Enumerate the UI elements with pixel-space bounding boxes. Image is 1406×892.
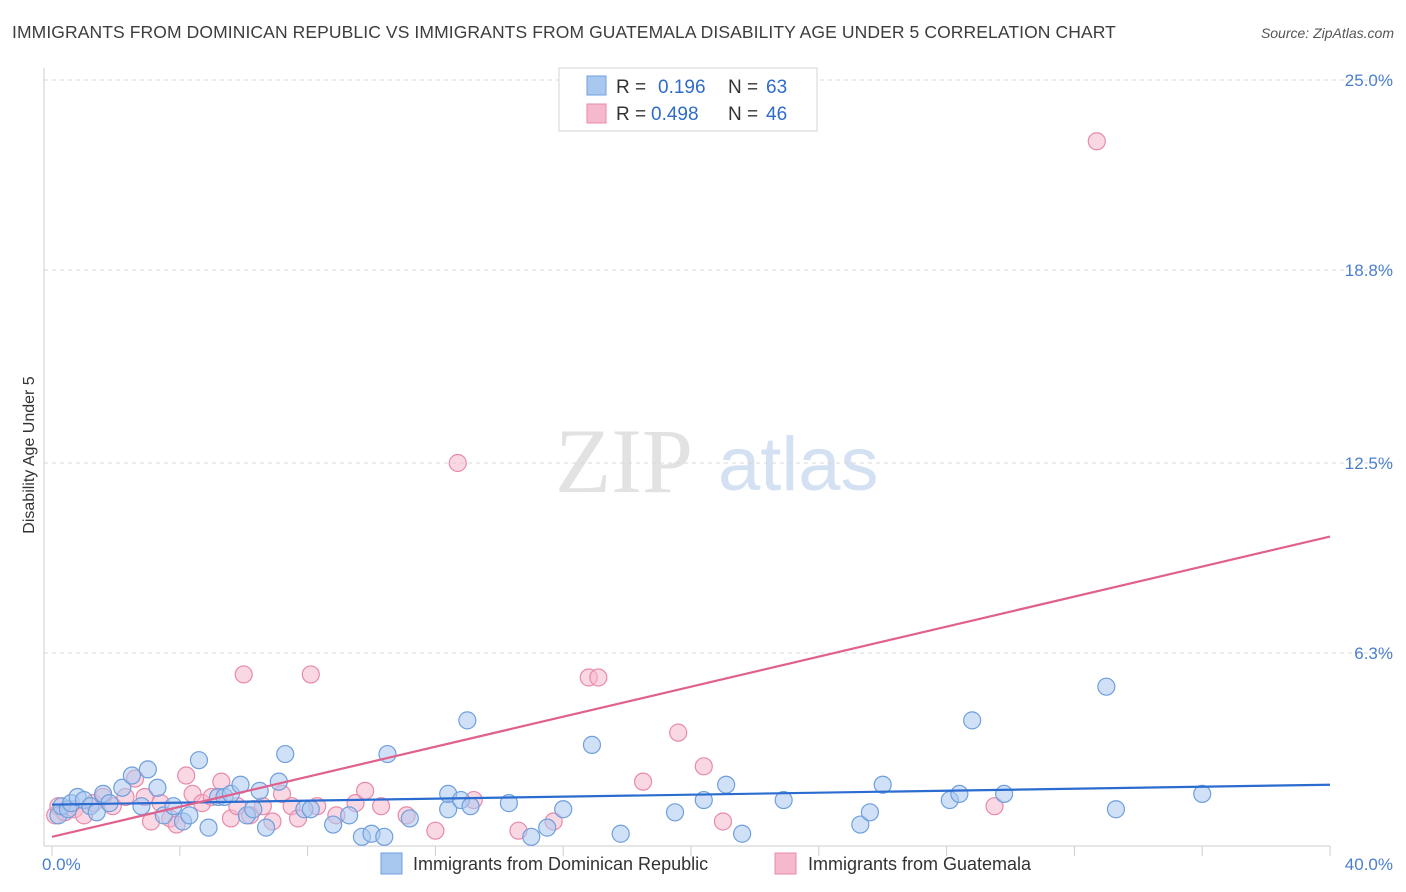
dominican-point (324, 815, 343, 834)
dominican-point (733, 824, 752, 843)
legend-r-value-guatemala: 0.498 (651, 104, 699, 125)
y-tick-labels: 6.3% 12.5% 18.8% 25.0% (1345, 71, 1393, 663)
legend-r-label-dominican: R = (616, 77, 646, 98)
dominican-point (860, 803, 880, 822)
bottom-legend-swatch-guatemala (774, 852, 797, 875)
guatemala-point (1087, 132, 1106, 151)
dominican-point (132, 797, 151, 816)
dominican-point (276, 744, 295, 764)
chart-source: Source: ZipAtlas.com (1260, 25, 1394, 41)
dominican-point (554, 800, 573, 819)
dominican-point (611, 824, 630, 843)
guatemala-point (985, 797, 1004, 816)
guatemala-point (633, 772, 653, 791)
guatemala-point (177, 766, 196, 785)
dominican-point (873, 775, 892, 794)
dominican-point (138, 760, 157, 779)
dominican-point (340, 806, 359, 825)
dominican-point (256, 818, 276, 837)
x-tick-labels: 0.0% 40.0% (42, 855, 1393, 874)
bottom-legend-label-guatemala: Immigrants from Guatemala (808, 854, 1032, 874)
legend-top: R = 0.196 N = 63 R = 0.498 N = 46 (558, 67, 818, 132)
dominican-point (461, 797, 480, 816)
guatemala-point (694, 757, 713, 776)
dominican-point (694, 790, 713, 810)
trend-lines (51, 535, 1331, 838)
legend-r-value-dominican: 0.196 (658, 77, 706, 98)
y-tick-label: 25.0% (1345, 71, 1393, 90)
dominican-point (113, 778, 132, 797)
dominican-point (250, 781, 269, 800)
legend-bottom: Immigrants from Dominican Republic Immig… (380, 852, 1032, 875)
y-axis-label: Disability Age Under 5 (21, 376, 38, 534)
grid (44, 79, 1392, 654)
dominican-point (180, 806, 199, 825)
dominican-point (244, 800, 263, 819)
dominican-point (1097, 677, 1116, 696)
y-tick-label: 18.8% (1345, 261, 1393, 280)
dominican-point (458, 711, 477, 730)
guatemala-point (589, 668, 608, 687)
y-tick-label: 6.3% (1354, 644, 1393, 663)
x-minor-ticks (51, 846, 1331, 856)
legend-n-label-guatemala: N = (728, 104, 758, 125)
guatemala-point (371, 797, 391, 816)
dominican-trend-line (51, 783, 1331, 806)
guatemala-point (426, 821, 445, 840)
x-tick-label: 0.0% (42, 855, 81, 874)
guatemala-point (669, 723, 688, 742)
legend-n-value-dominican: 63 (766, 77, 787, 98)
dominican-point (950, 784, 969, 804)
guatemala-point (301, 665, 320, 684)
bottom-legend-swatch-dominican (380, 852, 403, 875)
chart-title: IMMIGRANTS FROM DOMINICAN REPUBLIC VS IM… (12, 22, 1116, 42)
dominican-point (774, 790, 793, 810)
dominican-point (375, 827, 394, 846)
watermark-atlas: atlas (718, 422, 879, 507)
dominican-point (1106, 800, 1126, 819)
dominican-point (199, 818, 218, 837)
dominican-point (582, 735, 602, 754)
dominican-point (963, 711, 982, 730)
x-tick-label: 40.0% (1345, 855, 1393, 874)
dominican-point (538, 818, 557, 837)
bottom-legend-label-dominican: Immigrants from Dominican Republic (413, 854, 708, 874)
dominican-points (49, 677, 1212, 846)
guatemala-point (234, 665, 253, 684)
legend-n-value-guatemala: 46 (766, 104, 787, 125)
dominican-point (189, 751, 209, 770)
watermark-zip: ZIP (555, 410, 693, 512)
dominican-point (717, 775, 736, 794)
dominican-point (851, 815, 870, 834)
dominican-point (499, 794, 518, 813)
legend-n-label-dominican: N = (728, 77, 758, 98)
dominican-point (522, 827, 541, 846)
dominican-point (1193, 784, 1212, 804)
dominican-point (122, 766, 141, 785)
guatemala-point (356, 781, 375, 800)
dominican-point (665, 803, 685, 822)
dominican-point (995, 784, 1014, 804)
guatemala-trend-line (51, 535, 1331, 838)
legend-r-label-guatemala: R = (616, 104, 646, 125)
legend-swatch-dominican (586, 75, 607, 96)
dominican-point (301, 800, 320, 819)
y-tick-label: 12.5% (1345, 454, 1393, 473)
dominican-point (148, 778, 167, 797)
guatemala-point (713, 812, 733, 831)
legend-swatch-guatemala (586, 103, 607, 124)
dominican-point (400, 809, 419, 828)
guatemala-point (448, 453, 467, 473)
